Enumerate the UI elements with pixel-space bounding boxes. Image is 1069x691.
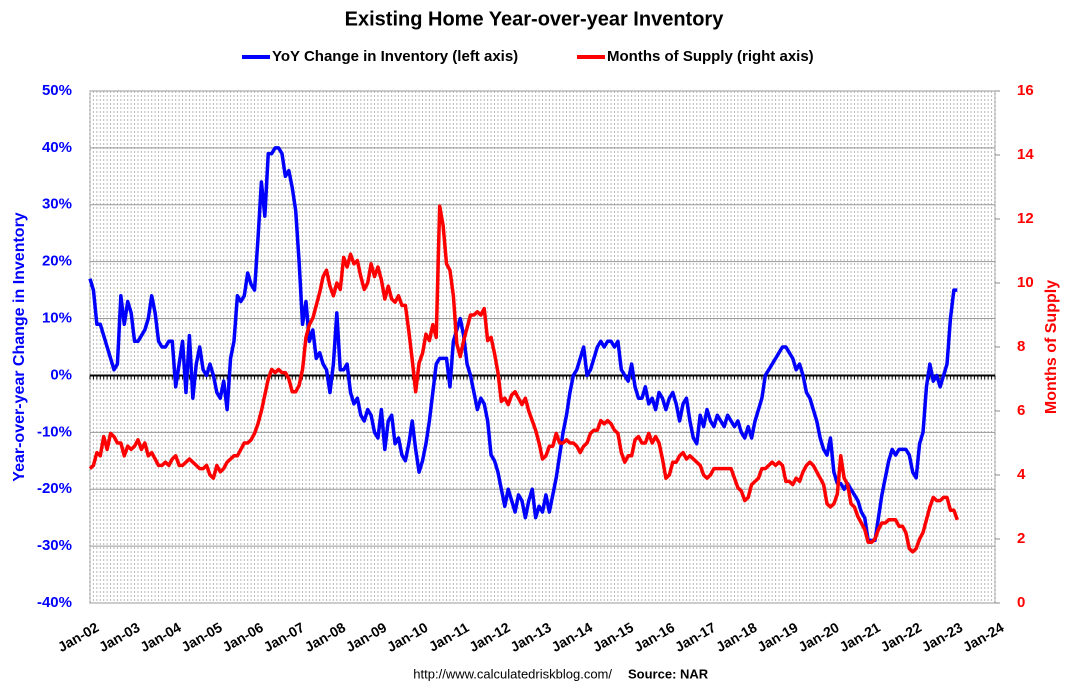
footnote: http://www.calculatedriskblog.com/ — [413, 666, 612, 681]
y-tick-label: 20% — [42, 253, 72, 270]
x-tick-label: Jan-05 — [178, 619, 225, 655]
y-tick-label: 30% — [42, 196, 72, 213]
x-tick-label: Jan-02 — [55, 619, 102, 655]
y2-tick-label: 14 — [1017, 146, 1034, 163]
y-tick-label: -10% — [37, 423, 72, 440]
x-tick-label: Jan-14 — [549, 619, 596, 655]
y2-tick-label: 4 — [1017, 466, 1026, 483]
y2-tick-label: 16 — [1017, 82, 1034, 99]
x-tick-label: Jan-04 — [137, 619, 184, 655]
x-tick-label: Jan-15 — [590, 619, 637, 655]
x-tick-label: Jan-13 — [507, 619, 554, 655]
x-tick-label: Jan-10 — [384, 619, 431, 655]
y2-tick-label: 12 — [1017, 210, 1034, 227]
x-tick-label: Jan-12 — [466, 619, 513, 655]
y2-tick-label: 0 — [1017, 594, 1025, 611]
legend-label: YoY Change in Inventory (left axis) — [272, 48, 518, 65]
y2-tick-label: 10 — [1017, 274, 1034, 291]
y-tick-label: 10% — [42, 310, 72, 327]
x-tick-label: Jan-11 — [426, 619, 472, 655]
x-tick-label: Jan-17 — [672, 619, 719, 655]
y-tick-label: -30% — [37, 537, 72, 554]
x-tick-label: Jan-21 — [837, 619, 884, 655]
y-tick-label: -40% — [37, 594, 72, 611]
y2-axis-label: Months of Supply — [1043, 280, 1060, 414]
x-tick-label: Jan-22 — [878, 619, 925, 655]
y-tick-label: 40% — [42, 139, 72, 156]
x-tick-label: Jan-08 — [302, 619, 349, 655]
y2-tick-label: 6 — [1017, 402, 1025, 419]
series-line — [88, 204, 959, 554]
x-tick-label: Jan-19 — [754, 619, 801, 655]
x-tick-label: Jan-03 — [96, 619, 143, 655]
series-line — [88, 146, 958, 543]
x-tick-label: Jan-24 — [960, 619, 1007, 655]
x-tick-label: Jan-09 — [343, 619, 390, 655]
y-tick-label: 50% — [42, 82, 72, 99]
source: Source: NAR — [628, 666, 709, 681]
y-axis-label: Year-over-year Change in Inventory — [11, 212, 28, 482]
x-tick-label: Jan-07 — [261, 619, 308, 655]
x-tick-label: Jan-06 — [219, 619, 266, 655]
x-tick-label: Jan-23 — [919, 619, 966, 655]
x-tick-label: Jan-18 — [713, 619, 760, 655]
y-tick-label: -20% — [37, 480, 72, 497]
y2-tick-label: 8 — [1017, 338, 1025, 355]
chart-title: Existing Home Year-over-year Inventory — [345, 8, 725, 30]
x-tick-label: Jan-16 — [631, 619, 678, 655]
legend-label: Months of Supply (right axis) — [607, 48, 814, 65]
y-tick-label: 0% — [50, 366, 72, 383]
y2-tick-label: 2 — [1017, 530, 1025, 547]
x-tick-label: Jan-20 — [795, 619, 842, 655]
